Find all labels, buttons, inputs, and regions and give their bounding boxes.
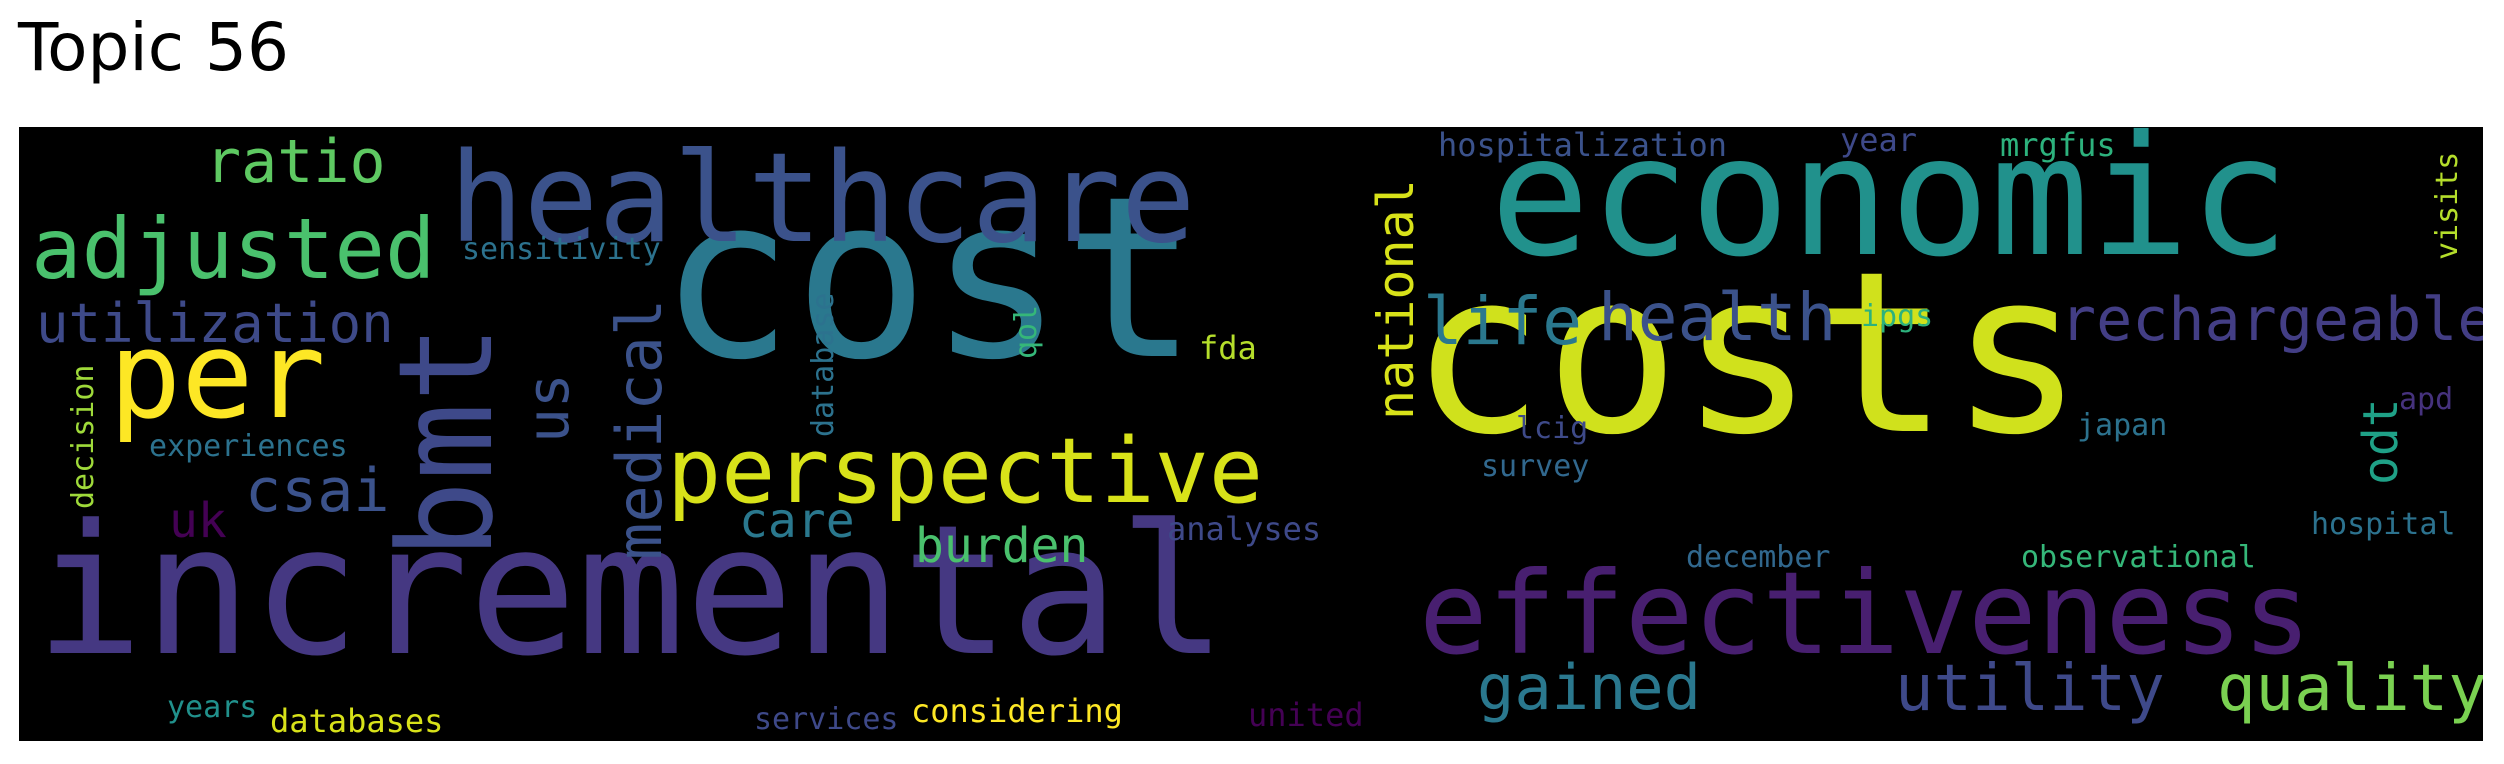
- word-databases: databases: [270, 702, 444, 740]
- word-hospital: hospital: [2311, 507, 2456, 542]
- word-experiences: experiences: [149, 429, 348, 464]
- word-gained: gained: [1477, 651, 1701, 724]
- page-title: Topic 56: [18, 9, 289, 86]
- word-per: per: [109, 307, 326, 446]
- word-ratio: ratio: [205, 127, 386, 197]
- word-quality: quality: [2217, 652, 2483, 726]
- word-healthcare: healthcare: [449, 127, 1196, 271]
- word-life: life: [1423, 283, 1582, 360]
- word-uk: uk: [169, 493, 227, 549]
- word-analyses: analyses: [1167, 510, 1322, 548]
- word-medical: medical: [603, 298, 676, 560]
- word-burden: burden: [915, 518, 1089, 574]
- word-effectiveness: effectiveness: [1419, 547, 2312, 680]
- word-perspective: perspective: [667, 419, 1264, 524]
- word-adjusted: adjusted: [31, 200, 436, 298]
- word-services: services: [754, 702, 899, 737]
- word-year: year: [1840, 127, 1918, 159]
- word-health: health: [1598, 279, 1837, 356]
- word-lcig: lcig: [1516, 411, 1589, 446]
- word-survey: survey: [1481, 449, 1590, 484]
- word-cloud: costs cost incremental economic effectiv…: [19, 127, 2483, 741]
- word-fda: fda: [1199, 329, 1257, 367]
- word-incremental: incremental: [35, 487, 1228, 696]
- word-utility: utility: [1895, 652, 2165, 726]
- word-sensitivity: sensitivity: [462, 232, 661, 267]
- word-united: united: [1248, 696, 1364, 734]
- word-qol: qol: [1009, 304, 1044, 359]
- word-national: national: [1367, 179, 1425, 420]
- word-visits: visits: [2430, 151, 2465, 260]
- word-mrgfus: mrgfus: [2000, 127, 2116, 164]
- word-december: december: [1686, 540, 1831, 575]
- word-csai: csai: [245, 456, 390, 526]
- word-rechargeable: rechargeable: [2060, 285, 2483, 355]
- word-care: care: [739, 493, 855, 549]
- word-decision: decision: [66, 364, 101, 510]
- word-bmt: bmt: [370, 324, 522, 559]
- word-apd: apd: [2399, 382, 2454, 417]
- word-database: database: [806, 292, 841, 438]
- word-us: us: [514, 373, 582, 443]
- word-observational: observational: [2021, 540, 2256, 575]
- word-considering: considering: [911, 692, 1123, 730]
- word-economic: economic: [1490, 127, 2290, 294]
- word-ipgs: ipgs: [1861, 299, 1934, 334]
- word-years: years: [167, 690, 258, 725]
- word-costs: costs: [1410, 223, 2085, 484]
- word-japan: japan: [2077, 408, 2168, 443]
- word-hospitalization: hospitalization: [1438, 127, 1727, 164]
- word-cost: cost: [659, 148, 1199, 409]
- word-utilization: utilization: [36, 292, 394, 355]
- word-odt: odt: [2353, 398, 2409, 485]
